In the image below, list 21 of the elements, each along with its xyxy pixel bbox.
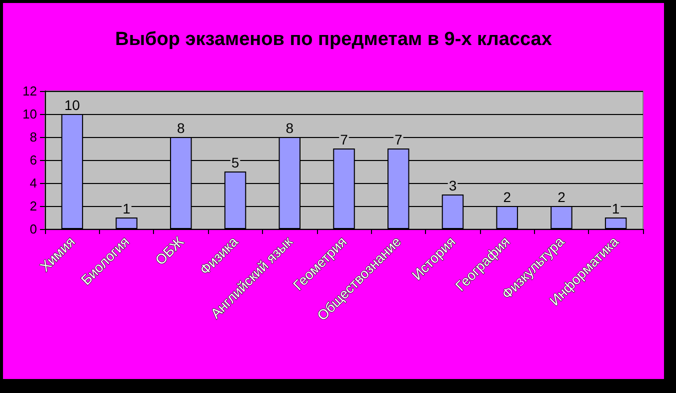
data-label: 10 (64, 97, 80, 113)
bar (604, 218, 627, 229)
data-label: 7 (340, 132, 348, 148)
y-tick-label: 12 (22, 84, 37, 98)
bar (116, 218, 138, 229)
y-tick-label: 2 (30, 198, 37, 214)
data-label: 8 (286, 120, 294, 136)
data-label: 8 (177, 120, 186, 136)
chart-title: Выбор экзаменов по предметам в 9-х классах (115, 29, 552, 50)
y-tick-label: 10 (22, 106, 37, 122)
data-label: 5 (231, 154, 240, 170)
data-label: 2 (558, 189, 566, 205)
y-tick-label: 4 (30, 176, 37, 190)
data-label: 1 (122, 200, 131, 216)
y-tick-label: 6 (30, 152, 37, 168)
data-label: 7 (394, 132, 402, 148)
y-tick-label: 0 (30, 222, 37, 236)
data-label: 3 (448, 178, 457, 194)
y-tick-label: 8 (30, 130, 37, 144)
data-label: 2 (503, 189, 512, 205)
data-label: 1 (612, 200, 620, 216)
